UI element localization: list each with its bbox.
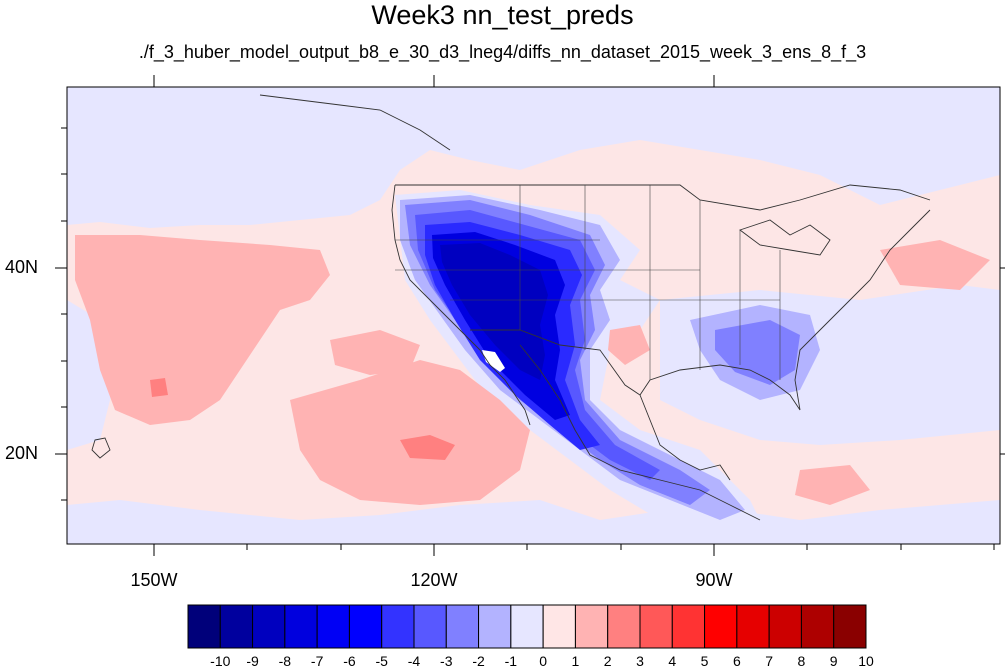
colorbar-tick-label: 10 [858,653,874,669]
colorbar-tick-label: 7 [765,653,774,669]
colorbar-box [542,604,576,649]
colorbar-box [445,604,480,649]
baja-coast [479,349,531,426]
north-pacific-neg-region [67,87,1000,228]
tropical-neg-region [67,500,1000,544]
northeast-pacific-pos [330,330,420,375]
colorbar-box [348,604,383,649]
colorbar-tick-label: -3 [440,653,453,669]
colorbar-tick-label: 1 [571,653,580,669]
colorbar-tick-label: -10 [210,653,231,669]
x-label-90w: 90W [695,570,733,590]
colorbar-tick-label: 3 [636,653,644,669]
great-lakes [739,219,831,256]
alaska-coast [259,94,451,151]
colorbar-tick-label: -1 [504,653,518,669]
atlantic-pos [880,240,990,290]
map-title: Week3 nn_test_preds [371,0,634,30]
us-canada-border [395,184,931,211]
colorbar-tick-label: -6 [343,653,356,669]
colorbar-box [284,604,318,649]
map-subtitle: ./f_3_huber_model_output_b8_e_30_d3_lneg… [138,42,867,62]
map-plot-area [67,87,1000,544]
y-label-40n: 40N [4,257,38,277]
east-pacific-pos [290,360,530,505]
field-pos1 [75,235,990,505]
colorbar-tick-label: 4 [668,653,677,669]
baja-hole [482,350,505,372]
y-label-20n: 20N [4,443,38,463]
colorbar [187,604,867,649]
colorbar-tick-label: 2 [603,653,612,669]
colorbar-box [252,604,286,649]
colorbar-tick-label: -8 [278,653,292,669]
colorbar-tick-label: 0 [539,653,548,669]
colorbar-tick-label: -4 [407,653,421,669]
field-pos2 [150,378,455,460]
colorbar-box [219,604,254,649]
colorbar-box [316,604,350,649]
colorbar-box [671,604,706,649]
colorbar-box [187,604,221,649]
us-west-coast [391,184,481,351]
mexico-west-coast [519,344,761,521]
colorbar-tick-label: 8 [797,653,806,669]
plot-frame [66,86,1001,545]
colorbar-box [704,604,738,649]
colorbar-tick-label: 9 [829,653,838,669]
hawaii [91,437,111,459]
colorbar-box [768,604,802,649]
colorbar-box [607,604,641,649]
axis-ticks [55,75,1005,556]
colorbar-tick-label: 6 [732,653,741,669]
colorbar-box [478,604,512,649]
southeast-us-neg3 [715,320,800,385]
colorbar-box [381,604,415,649]
pacific-pos-small [150,378,168,397]
colorbar-box [574,604,609,649]
colorbar-tick-label: -2 [472,653,485,669]
state-boundaries [395,185,781,380]
colorbar-box [413,604,447,649]
mexico-gulf-coast [639,394,731,481]
us-mexico-border [470,329,641,396]
colorbar-tick-label: -5 [375,653,388,669]
colorbar-box [639,604,673,649]
mexico-interior-pos [608,325,650,365]
pacific-pos-core [400,435,455,460]
colorbar-box [800,604,835,649]
colorbar-box [510,604,544,649]
colorbar-box [833,604,867,649]
colorbar-tick-label: -7 [310,653,324,669]
subtropical-pacific-pos [75,235,330,425]
colorbar-tick-label: 5 [700,653,709,669]
colorbar-tick-label: -9 [246,653,259,669]
x-label-150w: 150W [130,570,178,590]
x-label-120w: 120W [410,570,458,590]
caribbean-pos [795,465,870,505]
colorbar-box [736,604,770,649]
